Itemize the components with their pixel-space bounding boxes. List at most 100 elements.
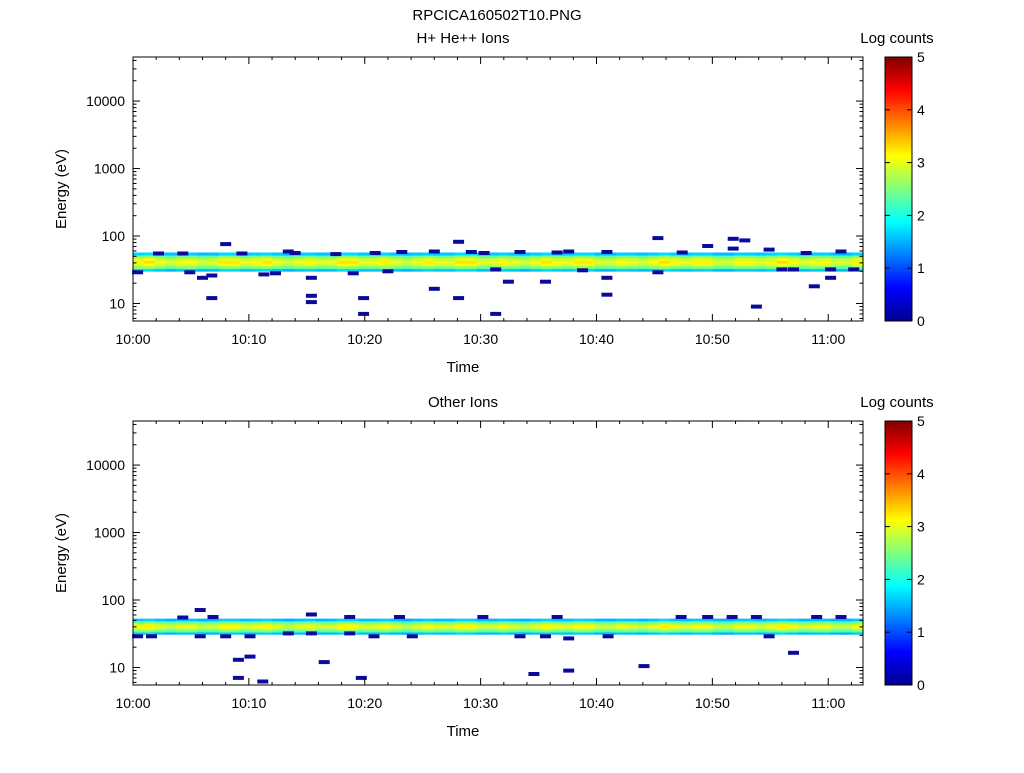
chart-2-band-cell xyxy=(744,620,757,624)
chart-1-band-cell xyxy=(261,252,274,256)
chart-1-band-cell xyxy=(175,268,188,272)
chart-2-band-cell xyxy=(379,625,392,628)
chart-2-x-tick-label: 10:40 xyxy=(579,695,614,711)
chart-2-band-cell xyxy=(422,620,435,624)
chart-2-band-cell xyxy=(530,625,542,628)
chart-1-band-cell xyxy=(422,268,435,272)
chart-2-band-cell xyxy=(830,623,843,626)
chart-1-y-tick-label: 10 xyxy=(109,295,125,311)
chart-2-band-cell xyxy=(401,623,413,626)
chart-1-band-cell xyxy=(616,265,628,270)
chart-1-band-cell xyxy=(390,260,402,264)
chart-2-band-cell xyxy=(616,632,628,635)
chart-1-band-cell xyxy=(412,268,424,272)
chart-1-band-cell xyxy=(186,255,199,259)
chart-1-band-cell xyxy=(197,260,209,264)
chart-1-band-cell xyxy=(680,255,692,259)
chart-1-band-cell xyxy=(809,260,821,264)
chart-2-band-cell xyxy=(723,629,735,633)
chart-1-band-cell xyxy=(272,255,284,259)
chart-1-band-cell xyxy=(616,252,628,256)
chart-2-data-point xyxy=(344,615,356,619)
chart-1-band-cell xyxy=(551,268,564,272)
chart-2-band-cell xyxy=(412,620,424,624)
chart-1-y-tick-label: 10000 xyxy=(86,93,125,109)
chart-2-band-cell xyxy=(551,620,564,624)
chart-1-band-cell xyxy=(336,257,349,261)
chart-2-band-cell xyxy=(648,625,660,628)
chart-2-band-cell xyxy=(401,625,413,628)
chart-2-x-tick-label: 10:20 xyxy=(347,695,382,711)
chart-2-y-tick-label: 100 xyxy=(102,592,126,608)
chart-2-data-point xyxy=(811,615,823,619)
chart-1-data-point xyxy=(540,279,551,284)
chart-1-band-cell xyxy=(777,260,789,264)
chart-1-band-cell xyxy=(476,265,488,270)
chart-2-band-cell xyxy=(487,627,499,631)
chart-1-band-cell xyxy=(358,263,370,267)
chart-2-band-cell xyxy=(347,618,360,622)
chart-2-band-cell xyxy=(487,620,499,624)
chart-2-data-point xyxy=(528,672,540,676)
chart-1-band-cell xyxy=(315,263,327,267)
chart-1-band-cell xyxy=(744,257,757,261)
chart-1-band-cell xyxy=(294,265,306,270)
chart-1-band-cell xyxy=(519,257,531,261)
chart-2-band-cell xyxy=(304,618,317,622)
chart-1-y-tick-label: 1000 xyxy=(94,161,125,177)
chart-1-band-cell xyxy=(691,268,703,272)
chart-1-band-cell xyxy=(444,252,456,256)
chart-2-title: Other Ions xyxy=(428,394,498,411)
chart-1-band-cell xyxy=(401,268,413,272)
chart-2-band-cell xyxy=(444,629,456,633)
chart-1-band-cell xyxy=(820,263,832,267)
chart-1-band-cell xyxy=(723,260,735,264)
chart-1-band-cell xyxy=(583,260,596,264)
chart-1-colorbar-tick-label: 5 xyxy=(917,49,925,65)
chart-1-band-cell xyxy=(272,260,284,264)
chart-1-band-cell xyxy=(240,257,252,261)
chart-1-band-cell xyxy=(508,263,521,267)
chart-2-band-cell xyxy=(712,625,725,628)
chart-1-data-point xyxy=(236,251,248,256)
chart-2-band-cell xyxy=(358,627,370,631)
chart-2-band-cell xyxy=(487,629,499,633)
chart-1-band-cell xyxy=(626,265,639,270)
chart-2-band-cell xyxy=(433,629,445,633)
chart-2-band-cell xyxy=(465,620,478,624)
chart-1-band-cell xyxy=(336,265,349,270)
chart-1-colorbar: Log counts 0 1 2 3 4 5 xyxy=(860,30,933,329)
chart-1-band-cell xyxy=(208,255,220,259)
chart-1-band-cell xyxy=(369,263,381,267)
chart-2-band-cell xyxy=(165,632,177,635)
chart-2-band-cell xyxy=(218,623,231,626)
chart-2-band-cell xyxy=(680,632,692,635)
chart-1-data-point xyxy=(347,271,359,276)
chart-1-band-cell xyxy=(315,260,327,264)
chart-1-band-cell xyxy=(519,265,531,270)
chart-2-colorbar-gradient xyxy=(884,420,913,686)
chart-1-band-cell xyxy=(326,265,338,270)
chart-2-band-cell xyxy=(519,625,531,628)
chart-1-band-cell xyxy=(637,265,649,270)
chart-2-band-cell xyxy=(841,623,853,626)
chart-2-band-cell xyxy=(186,618,199,622)
chart-2-band-cell xyxy=(133,632,145,635)
chart-1-band-cell xyxy=(616,260,628,264)
chart-2-band-cell xyxy=(519,627,531,631)
chart-2-band-cell xyxy=(562,623,574,626)
chart-1-band-cell xyxy=(820,255,832,259)
chart-1: 10:00 10:10 10:20 10:30 10:40 10:50 11:0010100… xyxy=(53,30,934,376)
chart-1-band-cell xyxy=(498,263,510,267)
chart-1-band-cell xyxy=(669,265,682,270)
chart-2-band-cell xyxy=(626,618,639,622)
chart-2-band-cell xyxy=(369,627,381,631)
chart-1-title: H+ He++ Ions xyxy=(417,30,510,47)
chart-2-band-cell xyxy=(798,620,810,624)
chart-2-band-cell xyxy=(605,623,617,626)
chart-1-band-cell xyxy=(283,263,295,267)
chart-2-band-cell xyxy=(551,625,564,628)
chart-2-band-cell xyxy=(197,618,209,622)
chart-2-band-cell xyxy=(551,632,564,635)
